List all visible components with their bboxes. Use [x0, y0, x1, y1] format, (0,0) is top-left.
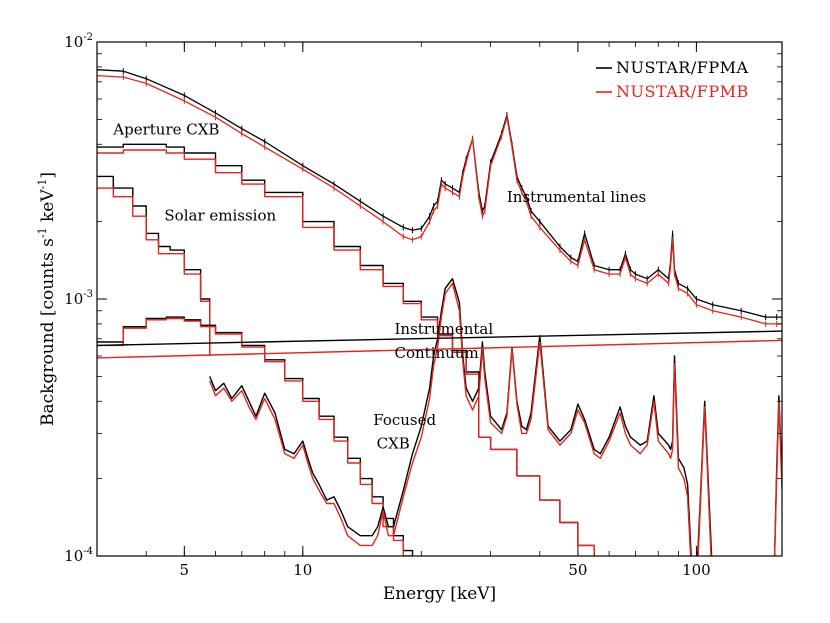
series-instrumental-continuum-fpmb: [97, 339, 782, 359]
series-focused-cxb-fpmb: [97, 317, 414, 556]
series-layer: [97, 66, 782, 556]
y-tick-label: 10-4: [64, 546, 93, 565]
annotations: Aperture CXB Solar emission Instrumental l…: [112, 121, 646, 453]
series-total-background-fpmb: [97, 74, 782, 325]
annotation-solar-emission: Solar emission: [164, 207, 276, 225]
y-tick-label: 10-2: [64, 32, 93, 51]
y-axis-label: Background [counts s-1 keV-1]: [36, 172, 58, 426]
y-tick-label: 10-3: [64, 289, 93, 308]
axis-ticks: 5 10 50 100 10-2 10-3 10-4: [64, 32, 782, 579]
y-axis-label-unit: keV: [38, 189, 58, 228]
annotation-instrumental: Instrumental: [395, 320, 494, 338]
legend: NUSTAR/FPMA NUSTAR/FPMB: [596, 58, 749, 101]
legend-label: NUSTAR/FPMA: [616, 58, 749, 77]
y-axis-label-exp2: -1: [36, 179, 49, 190]
legend-label: NUSTAR/FPMB: [616, 82, 749, 101]
plot-frame: [96, 41, 783, 557]
annotation-cxb: CXB: [377, 434, 410, 452]
x-axis-label: Energy [keV]: [383, 584, 496, 604]
annotation-instrumental-lines: Instrumental lines: [507, 188, 646, 206]
series-aperture-cxb-fpmb: [97, 149, 595, 556]
annotation-continuum: Continuum: [395, 344, 479, 362]
series-instrumental-lines-fpmb: [209, 282, 782, 556]
x-tick-label: 50: [568, 561, 587, 579]
y-axis-label-end: ]: [38, 172, 58, 179]
series-solar-emission-fpmb: [97, 187, 211, 356]
x-tick-label: 5: [180, 561, 190, 579]
x-tick-label: 10: [293, 561, 312, 579]
y-axis-label-text: Background [counts s: [38, 238, 58, 426]
annotation-aperture-cxb: Aperture CXB: [112, 121, 219, 139]
y-axis-label-exp1: -1: [36, 227, 49, 238]
series-instrumental-continuum-fpma: [97, 330, 782, 347]
x-tick-label: 100: [682, 561, 711, 579]
annotation-focused: Focused: [373, 411, 436, 429]
plot-area: [97, 42, 782, 556]
